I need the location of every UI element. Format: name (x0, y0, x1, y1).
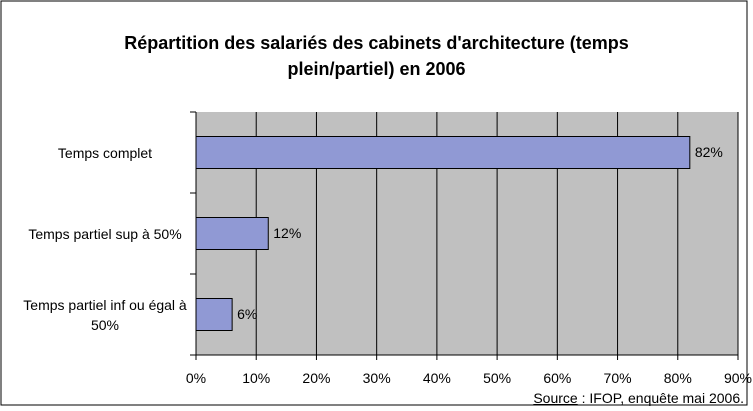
source-text: : IFOP, enquête mai 2006. (577, 390, 744, 406)
bar (195, 217, 269, 250)
chart-title: Répartition des salariés des cabinets d'… (124, 33, 629, 79)
category-label: Temps partiel inf ou égal à 50% (23, 296, 187, 333)
value-label: 82% (694, 143, 723, 160)
x-tick-label: 80% (663, 370, 692, 386)
x-tick-label: 40% (422, 370, 451, 386)
x-tick-label: 0% (185, 370, 207, 386)
x-tick-label: 10% (242, 370, 271, 386)
value-label: 12% (273, 224, 302, 241)
bar (195, 298, 233, 331)
bar (195, 136, 691, 169)
category-label: Temps complet (57, 144, 153, 161)
source-label: Source (533, 390, 578, 406)
x-tick-label: 20% (302, 370, 331, 386)
x-tick-label: 60% (543, 370, 572, 386)
x-tick-label: 70% (603, 370, 632, 386)
source: Source : IFOP, enquête mai 2006. (533, 390, 744, 406)
x-tick-label: 50% (483, 370, 512, 386)
category-label: Temps partiel sup à 50% (28, 225, 182, 242)
x-tick-label: 30% (362, 370, 391, 386)
x-tick-label: 90% (723, 370, 753, 386)
value-label: 6% (237, 305, 258, 322)
